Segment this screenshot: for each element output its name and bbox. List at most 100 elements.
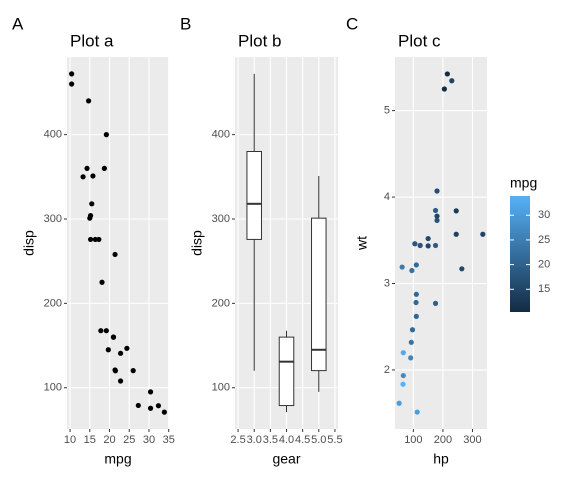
point [453,208,459,214]
point [453,231,459,237]
point [417,242,423,249]
point [101,165,107,171]
point [110,334,117,340]
point [413,299,419,306]
legend-title: mpg [510,175,537,191]
box [246,73,262,371]
point [434,188,440,194]
legend-label: 30 [538,209,550,221]
point [413,313,419,319]
point [425,235,431,242]
y-tick-label: 200 [44,297,62,309]
x-tick-label: 30 [143,434,155,446]
point [449,78,455,84]
point [434,213,440,219]
point [412,241,418,247]
y-tick-label: 4 [384,191,390,203]
panel-tag: B [180,14,191,33]
x-tick-label: 2.5 [230,434,245,446]
point [84,165,90,171]
box-body [246,150,262,240]
x-tick-label: 15 [84,434,96,446]
panel-background [67,57,169,429]
point [432,242,439,249]
point [117,378,124,384]
colorbar [510,196,530,312]
y-tick-label: 300 [212,213,230,225]
panel-tag: C [346,14,358,33]
point [396,400,402,406]
point [441,86,447,92]
x-tick-label: 4.5 [295,434,310,446]
x-tick-label: 20 [103,434,115,446]
box-body [311,217,327,372]
x-tick-label: 300 [463,434,481,446]
point [86,98,92,104]
point [432,207,439,214]
box-body [278,336,295,407]
box [311,175,327,392]
point [130,368,136,374]
y-tick-label: 3 [384,277,390,289]
point [147,405,154,411]
y-tick-label: 2 [384,364,390,376]
point [112,251,118,258]
y-tick-label: 300 [44,213,62,225]
point [399,264,405,270]
x-tick-label: 10 [64,434,76,446]
point [135,402,141,409]
point [480,231,486,237]
point [400,372,406,379]
point [408,339,414,345]
point [413,291,419,297]
x-tick-label: 5.0 [311,434,326,446]
point [400,381,406,387]
x-tick-label: 100 [404,434,422,446]
point [105,347,111,353]
point [69,71,75,77]
point [103,328,109,334]
y-axis-label: disp [189,230,205,256]
x-tick-label: 35 [163,434,175,446]
box [278,330,295,413]
y-tick-label: 200 [212,297,230,309]
point [90,173,96,179]
point [69,81,75,87]
legend-label: 20 [538,259,550,271]
x-tick-label: 25 [123,434,135,446]
point [414,409,420,415]
x-tick-label: 3.0 [247,434,262,446]
point [400,350,406,356]
point [87,236,94,243]
x-tick-label: 200 [434,434,452,446]
point [124,345,130,351]
y-tick-label: 400 [44,129,62,141]
legend-label: 25 [538,234,550,246]
point [112,367,118,373]
x-tick-label: 4.0 [279,434,294,446]
point [99,279,105,285]
plot-title: Plot a [70,31,114,50]
point [161,409,167,415]
panel-tag: A [12,14,24,33]
point [459,266,465,272]
point [409,267,415,274]
y-tick-label: 100 [212,382,230,394]
point [409,327,416,333]
x-axis-label: hp [433,451,449,467]
y-axis-label: wt [354,236,370,251]
point [96,236,102,243]
point [155,403,162,409]
x-axis-label: gear [272,451,300,467]
point [80,174,86,180]
point [434,217,440,223]
x-tick-label: 3.5 [263,434,278,446]
plot-title: Plot b [238,31,281,50]
point [89,201,95,207]
x-axis-label: mpg [104,451,131,467]
point [408,355,414,361]
point [432,300,439,306]
plot-title: Plot c [398,31,441,50]
y-tick-label: 400 [212,129,230,141]
